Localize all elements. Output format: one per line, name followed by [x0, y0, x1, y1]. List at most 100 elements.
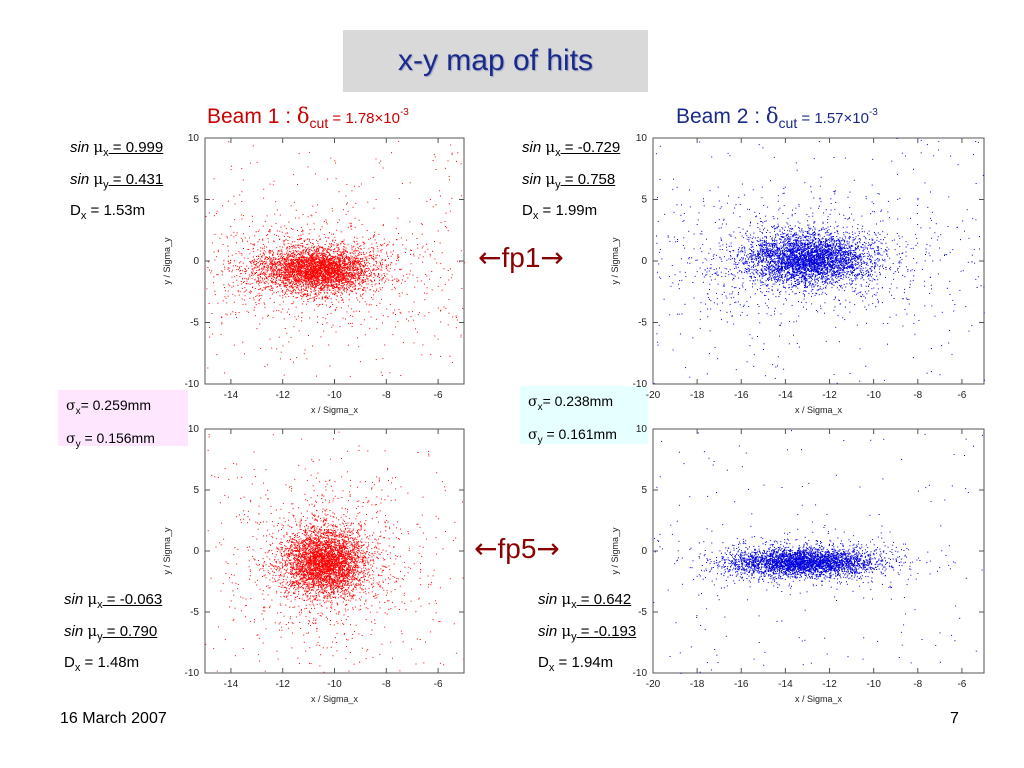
data-point [325, 221, 327, 223]
data-point [305, 275, 306, 277]
data-point [290, 273, 291, 275]
data-point [387, 258, 389, 259]
data-point [300, 266, 302, 268]
data-point [323, 287, 325, 289]
data-point [313, 283, 315, 285]
data-point [353, 286, 355, 288]
data-point [381, 280, 383, 282]
data-point [290, 262, 292, 264]
data-point [272, 255, 274, 256]
data-point [216, 210, 218, 212]
sin-label: sin [64, 591, 84, 608]
data-point [353, 275, 355, 277]
data-point [278, 265, 280, 267]
data-point [368, 248, 370, 250]
data-point [264, 258, 265, 260]
data-point [288, 308, 290, 310]
data-point [375, 257, 377, 259]
data-point [367, 278, 368, 280]
data-point [291, 293, 293, 295]
data-point [365, 272, 367, 274]
data-point [363, 266, 365, 268]
data-point [389, 303, 391, 305]
data-point [213, 251, 215, 253]
data-point [315, 277, 317, 279]
data-point [283, 263, 285, 265]
data-point [328, 344, 330, 346]
data-point [271, 280, 272, 282]
data-point [270, 258, 272, 259]
data-point [301, 253, 303, 255]
data-point [258, 285, 260, 287]
data-point [292, 268, 294, 270]
data-point [354, 252, 356, 254]
data-point [235, 234, 237, 236]
data-point [315, 266, 317, 268]
data-point [333, 270, 335, 272]
data-point [366, 252, 368, 254]
data-point [346, 280, 348, 282]
data-point [326, 259, 328, 261]
data-point [293, 275, 295, 277]
data-point [289, 255, 291, 257]
data-point [371, 243, 373, 245]
data-point [271, 281, 273, 283]
data-point [256, 270, 258, 271]
data-point [321, 283, 323, 284]
data-point [260, 348, 262, 349]
data-point [293, 265, 295, 267]
data-point [241, 191, 243, 193]
data-point [350, 228, 352, 230]
data-point [272, 268, 274, 270]
data-point [326, 256, 328, 258]
data-point [349, 375, 351, 377]
data-point [324, 296, 326, 298]
data-point [295, 291, 296, 293]
data-point [330, 273, 332, 275]
data-point [316, 270, 318, 272]
mu-symbol: μ [87, 590, 98, 608]
data-point [451, 153, 453, 155]
data-point [340, 291, 342, 293]
data-point [337, 268, 339, 270]
data-point [325, 280, 327, 282]
data-point [326, 266, 328, 268]
data-point [283, 282, 285, 284]
data-point [301, 261, 303, 263]
data-point [268, 263, 270, 265]
data-point [273, 259, 275, 261]
data-point [264, 282, 266, 284]
data-point [270, 278, 272, 280]
data-point [309, 259, 311, 261]
data-point [401, 292, 403, 294]
data-point [285, 264, 287, 266]
data-point [290, 260, 292, 262]
data-point [335, 239, 336, 241]
data-point [314, 294, 316, 296]
data-point [317, 253, 319, 255]
data-point [312, 267, 314, 268]
data-point [375, 359, 377, 361]
data-point [293, 271, 295, 273]
data-point [329, 272, 330, 274]
data-point [321, 282, 323, 284]
data-point [332, 261, 334, 263]
data-point [359, 275, 360, 277]
data-point [286, 290, 288, 292]
data-point [309, 254, 311, 256]
data-point [257, 241, 259, 243]
mu-symbol: μ [545, 138, 556, 156]
data-point [323, 260, 325, 262]
data-point [254, 264, 256, 266]
data-point [328, 252, 330, 254]
data-point [318, 259, 320, 260]
data-point [270, 265, 272, 267]
data-point [302, 260, 304, 262]
data-point [249, 276, 251, 278]
data-point [327, 267, 329, 269]
data-point [326, 291, 328, 293]
data-point [306, 295, 308, 297]
data-point [314, 173, 316, 175]
data-point [261, 272, 263, 274]
data-point [328, 297, 330, 299]
